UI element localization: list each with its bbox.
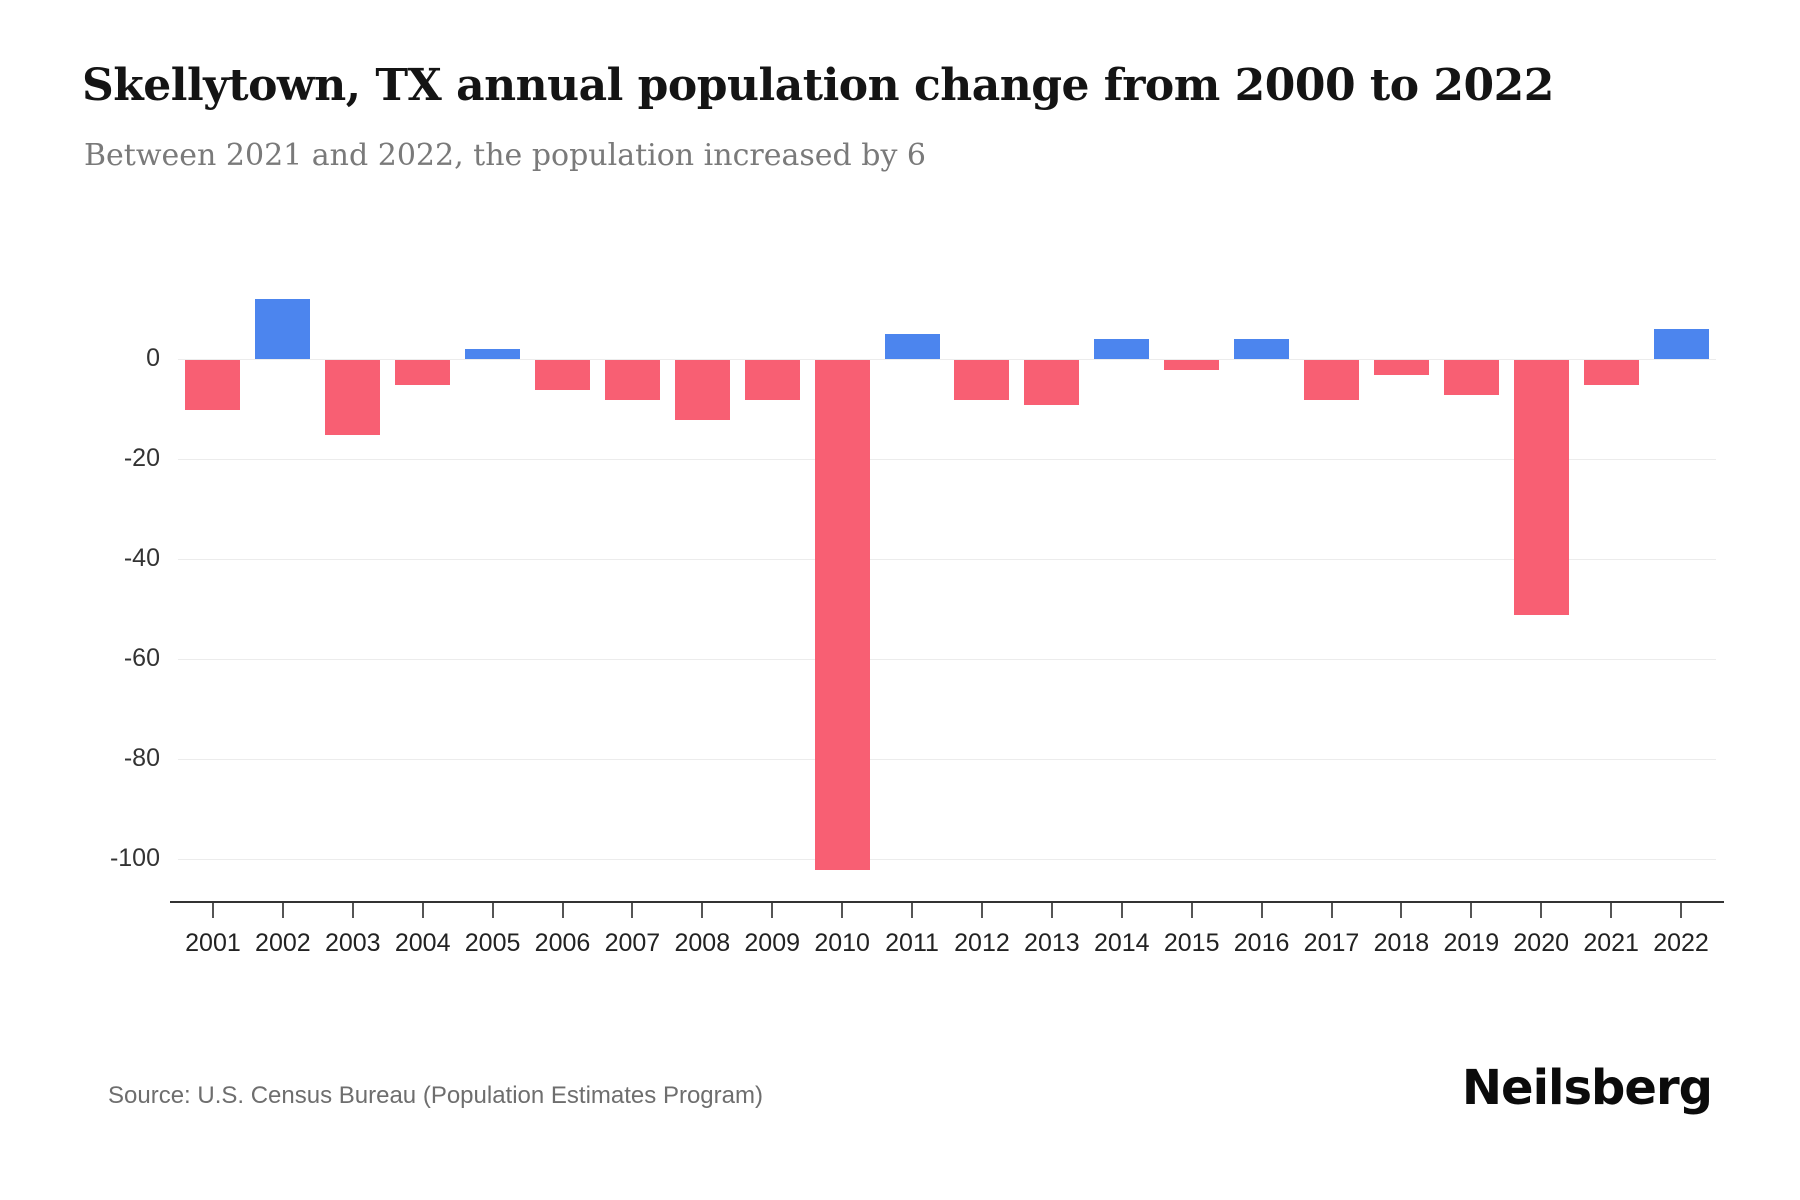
bar-2011 <box>884 334 940 359</box>
x-axis-tick <box>980 903 983 918</box>
x-axis-label: 2012 <box>954 929 1010 957</box>
y-axis-tick-label: 0 <box>146 344 160 372</box>
gridline <box>178 859 1716 860</box>
gridline <box>178 359 1716 360</box>
bar-2003 <box>325 360 381 435</box>
x-axis-tick <box>561 903 564 918</box>
x-axis-label: 2003 <box>324 929 381 957</box>
x-axis-label: 2019 <box>1443 929 1500 957</box>
x-axis-tick <box>491 903 494 918</box>
gridline <box>178 759 1716 760</box>
x-axis-label: 2011 <box>885 929 939 957</box>
x-axis-label: 2008 <box>674 929 731 957</box>
x-axis-label: 2002 <box>255 929 311 957</box>
bar-2022 <box>1653 329 1709 359</box>
x-axis-tick <box>281 903 284 918</box>
source-attribution: Source: U.S. Census Bureau (Population E… <box>108 1082 763 1109</box>
x-axis-tick <box>631 903 634 918</box>
bar-2006 <box>535 360 590 390</box>
x-axis-tick <box>701 903 704 918</box>
x-axis-tick <box>841 903 844 918</box>
chart-subtitle: Between 2021 and 2022, the population in… <box>84 138 927 173</box>
x-axis-label: 2022 <box>1653 929 1709 957</box>
x-axis-tick <box>351 903 354 918</box>
bar-2008 <box>674 360 730 420</box>
bar-2007 <box>604 360 660 400</box>
bar-2015 <box>1164 360 1220 370</box>
bar-2001 <box>185 360 241 410</box>
x-axis-label: 2006 <box>534 929 591 957</box>
x-axis-label: 2004 <box>394 929 451 957</box>
x-axis-tick <box>1330 903 1333 918</box>
x-axis-tick <box>421 903 424 918</box>
x-axis-label: 2007 <box>604 929 661 957</box>
x-axis-tick <box>211 903 214 918</box>
chart-title: Skellytown, TX annual population change … <box>82 60 1554 111</box>
x-axis-label: 2005 <box>464 929 521 957</box>
x-axis-label: 2016 <box>1233 929 1290 957</box>
x-axis-label: 2015 <box>1163 929 1220 957</box>
x-axis-label: 2010 <box>814 929 870 957</box>
bar-2012 <box>954 360 1010 400</box>
x-axis-tick <box>1610 903 1613 918</box>
x-axis-label: 2013 <box>1024 929 1080 957</box>
bar-2020 <box>1513 360 1569 615</box>
bar-2010 <box>814 360 870 870</box>
y-axis-tick-label: -80 <box>123 744 160 772</box>
x-axis-label: 2001 <box>185 929 241 957</box>
bar-2021 <box>1583 360 1639 385</box>
gridline <box>178 559 1716 560</box>
x-axis-tick <box>1190 903 1193 918</box>
bar-2005 <box>465 349 521 359</box>
x-axis-tick <box>1680 903 1683 918</box>
x-axis-label: 2014 <box>1093 929 1150 957</box>
x-axis-tick <box>771 903 774 918</box>
y-axis-tick-label: -60 <box>123 644 160 672</box>
x-axis-label: 2017 <box>1303 929 1360 957</box>
x-axis-tick <box>1120 903 1123 918</box>
gridline <box>178 659 1716 660</box>
x-axis-label: 2020 <box>1513 929 1570 957</box>
x-axis-label: 2018 <box>1373 929 1430 957</box>
bar-2019 <box>1443 360 1499 395</box>
bar-2016 <box>1234 339 1290 359</box>
bar-2004 <box>395 360 451 385</box>
bar-2018 <box>1373 360 1429 375</box>
x-axis-tick <box>911 903 914 918</box>
x-axis-tick <box>1540 903 1543 918</box>
neilsberg-logo: Neilsberg <box>1461 1060 1713 1116</box>
y-axis-tick-label: -40 <box>123 544 160 572</box>
gridline <box>178 459 1716 460</box>
x-axis-tick <box>1050 903 1053 918</box>
x-axis-line <box>170 901 1724 903</box>
x-axis-label: 2021 <box>1583 929 1639 957</box>
y-axis-tick-label: -20 <box>123 444 160 472</box>
x-axis-label: 2009 <box>744 929 801 957</box>
bar-2013 <box>1024 360 1080 405</box>
bar-2002 <box>255 299 311 359</box>
x-axis-tick <box>1470 903 1473 918</box>
bar-2009 <box>744 360 800 400</box>
bar-2017 <box>1304 360 1359 400</box>
bar-2014 <box>1094 339 1150 359</box>
x-axis-tick <box>1260 903 1263 918</box>
y-axis-tick-label: -100 <box>109 844 160 872</box>
x-axis-tick <box>1400 903 1403 918</box>
